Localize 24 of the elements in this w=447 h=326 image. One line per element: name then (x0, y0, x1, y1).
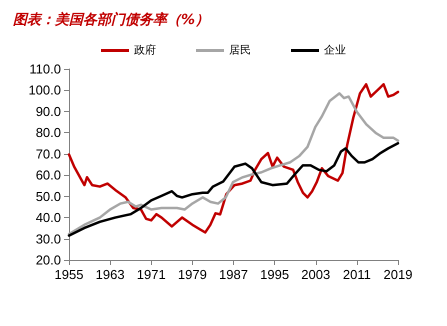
y-tick-label: 50.0 (36, 188, 61, 204)
chart-title: 图表：美国各部门债务率（%） (13, 11, 210, 28)
y-tick-label: 60.0 (36, 168, 61, 183)
y-tick-label: 40.0 (36, 210, 61, 226)
y-tick-label: 30.0 (36, 231, 61, 246)
x-tick-label: 2011 (342, 267, 371, 282)
x-tick-label: 1979 (178, 267, 207, 282)
y-tick-label: 110.0 (29, 62, 61, 76)
x-tick-label: 1955 (54, 267, 84, 282)
x-tick-label: 1995 (260, 267, 290, 282)
legend-label: 政府 (134, 44, 156, 56)
x-tick-label: 1987 (219, 267, 248, 282)
y-tick-label: 90.0 (36, 104, 61, 119)
x-tick-label: 2019 (384, 267, 412, 282)
line-series (68, 142, 400, 237)
y-tick-label: 100.0 (28, 82, 61, 98)
y-tick-label: 20.0 (36, 252, 61, 268)
x-tick-label: 1971 (136, 267, 166, 282)
x-tick-label: 1963 (96, 267, 125, 282)
legend-label: 居民 (229, 44, 251, 56)
x-tick-label: 2003 (301, 267, 330, 282)
y-tick-label: 70.0 (36, 146, 61, 162)
legend-label: 企业 (324, 44, 346, 56)
y-tick-label: 80.0 (36, 125, 61, 140)
